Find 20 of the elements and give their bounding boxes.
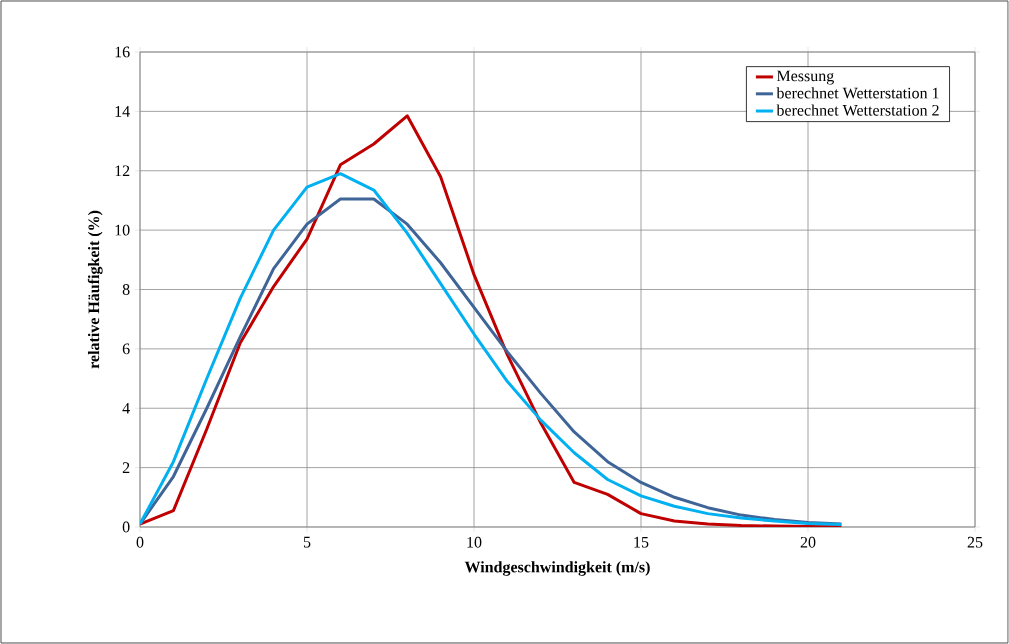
x-tick-label: 20 — [800, 536, 816, 548]
y-tick-label: 12 — [115, 165, 130, 177]
y-tick-label: 8 — [122, 284, 130, 295]
legend-label: berechnet Wetterstation 2 — [776, 104, 939, 116]
y-tick-label: 10 — [115, 224, 130, 236]
y-tick-label: 4 — [122, 402, 130, 414]
y-tick-label: 2 — [122, 462, 130, 473]
y-tick-label: 0 — [122, 521, 130, 533]
y-tick-label: 16 — [115, 46, 130, 58]
x-tick-label: 10 — [467, 536, 482, 548]
legend-label: Messung — [776, 70, 834, 85]
y-axis-title: relative Häufigkeit (%) — [87, 210, 103, 369]
y-tick-label: 6 — [122, 343, 130, 355]
x-tick-label: 5 — [303, 536, 311, 548]
y-tick-label: 14 — [115, 106, 130, 117]
legend-label: berechnet Wetterstation 1 — [776, 87, 939, 99]
x-axis-title: Windgeschwindigkeit (m/s) — [464, 561, 650, 576]
x-tick-label: 25 — [967, 536, 983, 548]
x-tick-label: 0 — [136, 536, 144, 548]
x-tick-label: 15 — [634, 536, 649, 548]
